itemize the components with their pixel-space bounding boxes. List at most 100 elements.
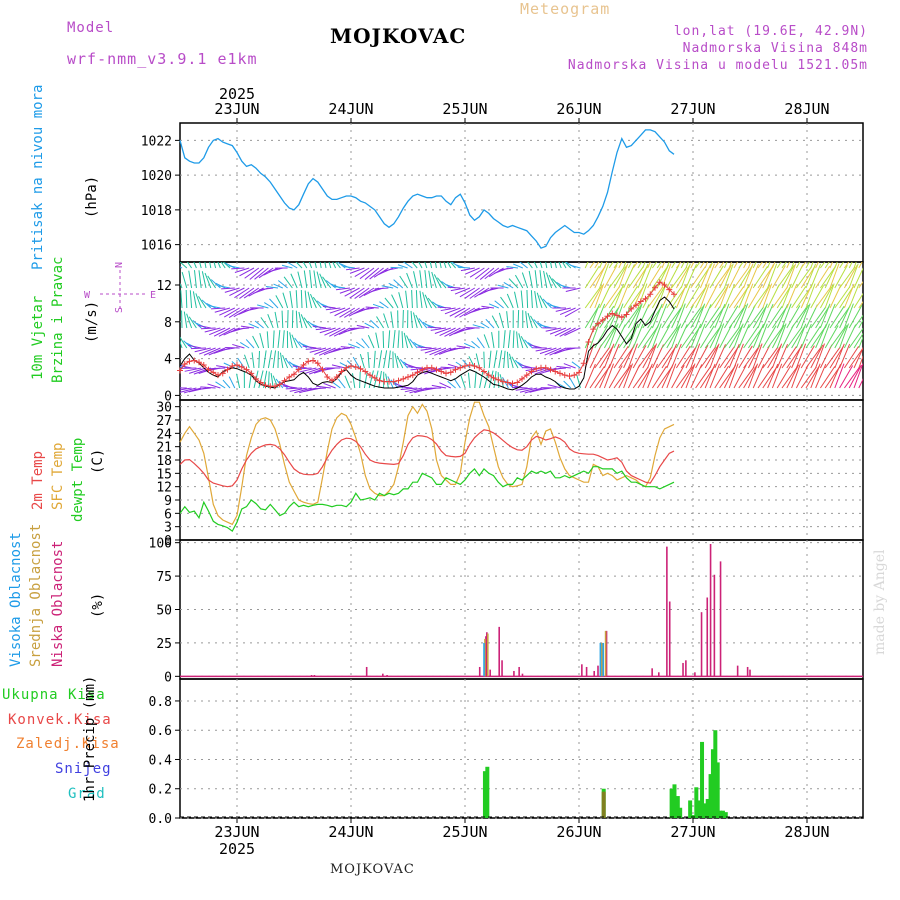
wind-arrow — [786, 326, 803, 349]
wind-arrow — [613, 345, 629, 369]
wind-arrow — [534, 270, 538, 289]
wind-gust-marker — [286, 374, 293, 380]
wind-arrow — [514, 274, 524, 289]
wind-arrow — [829, 345, 845, 369]
wind-arrow — [479, 267, 495, 280]
legend-hail: Grad — [68, 786, 106, 802]
wind-arrow — [848, 305, 863, 329]
wind-arrow — [858, 336, 863, 349]
wind-arrow — [252, 335, 260, 349]
wind-arrow — [637, 263, 649, 289]
wind-gust-marker — [409, 372, 416, 379]
wind-gust-marker — [614, 312, 620, 319]
wind-arrow — [815, 343, 825, 369]
wind-gust-marker — [557, 370, 563, 377]
tick-label-temp: 30 — [156, 401, 172, 416]
wind-arrow — [233, 307, 250, 318]
wind-arrow — [651, 266, 668, 289]
wind-arrow — [829, 326, 846, 349]
wind-gust-marker — [419, 366, 426, 373]
wind-arrow — [642, 262, 646, 269]
wind-arrow — [344, 375, 351, 389]
wind-arrow — [222, 379, 231, 389]
wind-arrow — [266, 331, 269, 349]
wind-arrow — [843, 262, 850, 269]
wind-arrow — [843, 303, 854, 329]
wind-arrow — [491, 332, 495, 349]
wind-arrow — [853, 267, 863, 289]
wind-gust-marker — [205, 366, 212, 373]
wind-arrow — [513, 263, 523, 269]
wind-arrow — [680, 365, 695, 389]
compass-e: E — [150, 290, 156, 301]
wind-arrow — [180, 262, 188, 269]
wind-gust-marker — [481, 368, 487, 375]
wind-arrow — [762, 346, 779, 369]
wind-arrow — [853, 363, 863, 389]
wind-arrow — [767, 284, 780, 309]
wind-arrow — [460, 374, 466, 389]
wind-arrow — [719, 346, 735, 369]
sfc-temp-line — [179, 401, 675, 526]
wind-arrow — [637, 283, 648, 309]
wind-arrow — [776, 304, 789, 329]
wind-gust-marker — [476, 364, 483, 371]
wind-arrow — [565, 287, 581, 293]
t2m-line — [179, 429, 675, 488]
wind-arrow — [249, 267, 264, 280]
wind-arrow — [529, 367, 547, 374]
wind-arrow — [402, 310, 404, 329]
wind-arrow — [632, 284, 645, 309]
wind-arrow — [481, 305, 495, 309]
wind-arrow — [714, 266, 731, 289]
wind-arrow — [618, 263, 629, 289]
tick-label-cloud: 0 — [164, 670, 172, 685]
wind-arrow — [391, 294, 399, 309]
wind-arrow — [699, 262, 705, 269]
wind-arrow — [228, 265, 240, 269]
wind-arrow — [519, 262, 528, 269]
wind-arrow — [839, 365, 854, 389]
wind-arrow — [304, 290, 308, 309]
wind-arrow — [430, 327, 447, 331]
wind-arrow — [762, 262, 768, 269]
wind-gust-marker — [229, 362, 236, 369]
day-label-top: 28JUN — [784, 100, 829, 118]
wind-arrow — [709, 324, 722, 349]
wind-arrow — [382, 331, 385, 349]
wind-arrow — [411, 290, 413, 309]
wind-arrow — [752, 343, 763, 369]
wind-arrow — [180, 282, 183, 289]
wind-arrow — [695, 366, 711, 389]
wind-arrow — [427, 326, 442, 329]
wind-arrow — [627, 286, 644, 309]
wind-arrow — [308, 262, 313, 269]
wind-arrow — [680, 304, 694, 329]
wind-arrow — [791, 363, 801, 389]
wind-arrow — [464, 267, 480, 275]
wind-arrow — [853, 347, 863, 369]
wind-gust-marker — [647, 291, 654, 298]
tick-label-temp: 24 — [156, 427, 172, 442]
tick-label-wind: 0 — [164, 389, 172, 404]
wind-arrow — [599, 263, 610, 289]
wind-arrow — [289, 290, 293, 309]
wind-arrow — [229, 287, 245, 296]
wind-arrow — [447, 286, 461, 289]
wind-arrow — [498, 350, 503, 369]
wind-arrow — [180, 290, 183, 309]
wind-arrow — [666, 262, 670, 269]
wind-arrow — [437, 306, 451, 309]
wind-arrow — [322, 305, 336, 309]
wind-arrow — [396, 355, 404, 369]
wind-arrow — [743, 346, 760, 369]
precip-bar — [723, 812, 728, 818]
wind-arrow — [424, 262, 428, 269]
wind-arrow — [752, 323, 764, 349]
wind-arrow — [412, 312, 418, 329]
wind-arrow — [757, 266, 774, 289]
wind-arrow — [559, 307, 576, 315]
wind-arrow — [195, 293, 202, 309]
wind-arrow — [569, 377, 577, 389]
